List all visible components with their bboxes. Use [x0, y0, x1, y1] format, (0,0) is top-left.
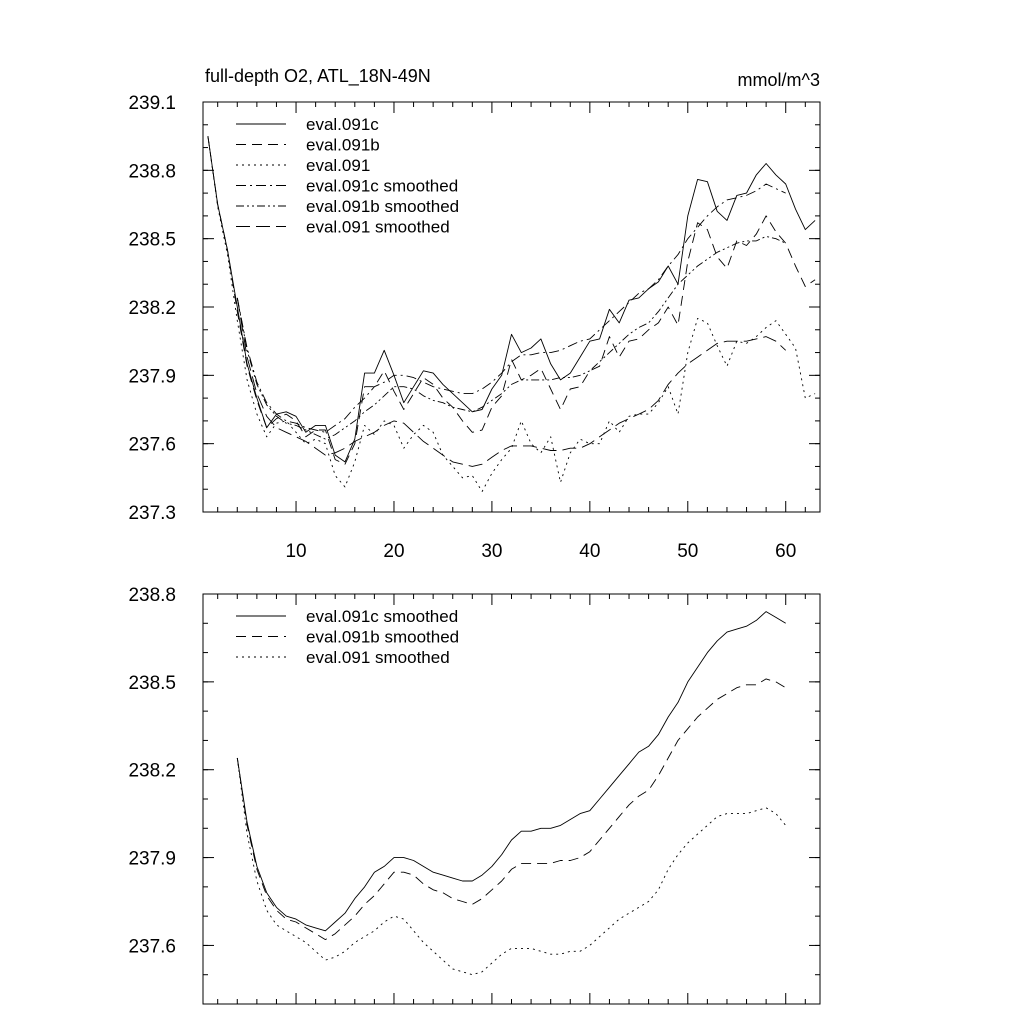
- legend-label: eval.091c: [306, 115, 379, 134]
- legend-label: eval.091b: [306, 136, 380, 155]
- series-line-eval-091c: [207, 136, 816, 463]
- series-lines: [236, 611, 787, 976]
- y-tick-label: 239.1: [128, 93, 176, 114]
- legend-label: eval.091b smoothed: [306, 628, 459, 647]
- y-tick-label: 238.5: [128, 230, 176, 251]
- series-line-eval-091: [207, 136, 816, 492]
- plot-frame: [202, 101, 821, 513]
- legend-label: eval.091 smoothed: [306, 218, 450, 237]
- series-line-eval-091b: [207, 136, 816, 465]
- x-tick-label: 60: [775, 541, 796, 562]
- legend-label: eval.091: [306, 156, 370, 175]
- x-tick-label: 10: [285, 541, 306, 562]
- legend-label: eval.091c smoothed: [306, 607, 458, 626]
- series-line-eval-091c-smoothed: [236, 183, 786, 433]
- y-tick-label: 237.3: [128, 503, 176, 524]
- y-tick-label: 238.8: [128, 161, 176, 182]
- y-tick-label: 238.2: [128, 298, 176, 319]
- units-label: mmol/m^3: [738, 70, 820, 90]
- bottom-chart-panel: 237.6 237.9 238.2 238.5 238.8 eval.091c smoo…: [128, 585, 821, 1005]
- series-line-eval-091-smoothed: [236, 757, 787, 976]
- y-tick-label: 237.6: [128, 936, 176, 957]
- chart-title: full-depth O2, ATL_18N-49N: [205, 66, 431, 87]
- axis-ticks: 237.6 237.9 238.2 238.5 238.8: [128, 585, 820, 1005]
- legend: eval.091c smoothed eval.091b smoothedeval…: [236, 607, 459, 667]
- axis-ticks: 237.3 237.6 237.9 238.2 238.5 238.8 239.1 10 20 3…: [128, 93, 820, 562]
- series-line-eval-091c-smoothed: [236, 611, 786, 932]
- series-line-eval-091b-smoothed: [236, 678, 786, 941]
- series-lines: [207, 136, 816, 492]
- y-tick-label: 238.5: [128, 673, 176, 694]
- y-tick-label: 238.8: [128, 585, 176, 606]
- legend-label: eval.091 smoothed: [306, 648, 450, 667]
- x-tick-label: 30: [481, 541, 502, 562]
- y-tick-label: 237.9: [128, 849, 176, 870]
- y-tick-label: 237.6: [128, 435, 176, 456]
- legend-label: eval.091b smoothed: [306, 197, 459, 216]
- legend-label: eval.091c smoothed: [306, 177, 458, 196]
- y-tick-label: 238.2: [128, 761, 176, 782]
- y-tick-label: 237.9: [128, 366, 176, 387]
- plot-frame: [202, 593, 821, 1005]
- x-tick-label: 40: [579, 541, 600, 562]
- series-line-eval-091b-smoothed: [236, 235, 786, 440]
- x-tick-label: 20: [383, 541, 404, 562]
- top-chart-panel: full-depth O2, ATL_18N-49N mmol/m^3 237.…: [128, 66, 821, 562]
- series-line-eval-091-smoothed: [236, 297, 787, 467]
- x-tick-label: 50: [677, 541, 698, 562]
